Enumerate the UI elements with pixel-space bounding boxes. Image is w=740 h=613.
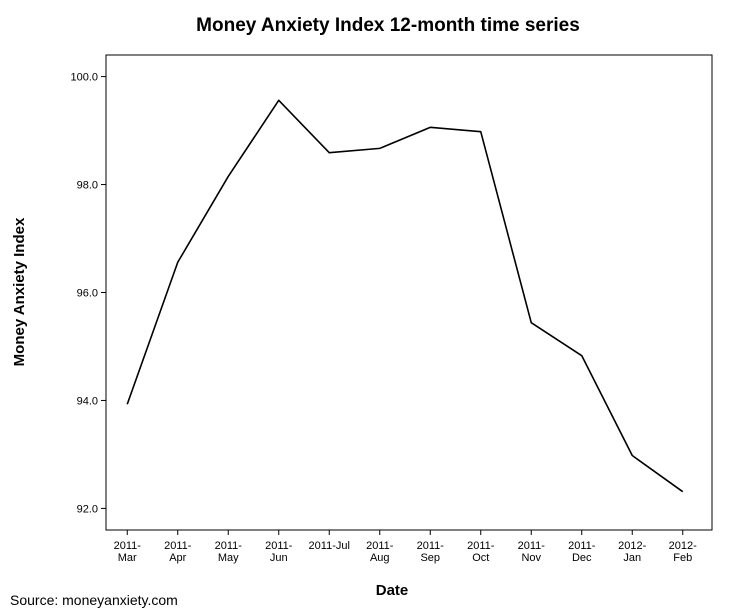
y-tick-label: 92.0 <box>77 503 98 515</box>
x-tick-label: 2011-Dec <box>568 540 596 564</box>
x-tick-label: 2011-Jul <box>309 540 350 552</box>
x-axis-title: Date <box>376 582 409 599</box>
source-note: Source: moneyanxiety.com <box>10 592 178 608</box>
x-tick-label: 2011-Oct <box>467 540 495 564</box>
x-tick-label: 2012-Jan <box>618 540 646 564</box>
x-tick-label: 2011-Nov <box>518 540 546 564</box>
y-tick-label: 96.0 <box>77 288 98 300</box>
x-tick-label: 2011-May <box>215 540 243 564</box>
x-tick-label: 2011-Sep <box>417 540 445 564</box>
x-tick-label: 2012-Feb <box>669 540 697 564</box>
x-tick-label: 2011-Mar <box>114 540 142 564</box>
y-tick-label: 100.0 <box>70 72 98 84</box>
chart-title: Money Anxiety Index 12-month time series <box>196 15 580 36</box>
x-tick-label: 2011-Apr <box>164 540 192 564</box>
y-tick-label: 94.0 <box>77 395 98 407</box>
plot-frame <box>105 54 713 531</box>
x-tick-label: 2011-Jun <box>265 540 293 564</box>
data-line <box>126 99 684 493</box>
y-axis-title: Money Anxiety Index <box>11 217 28 366</box>
y-tick-label: 98.0 <box>77 180 98 192</box>
x-tick-label: 2011-Aug <box>366 540 394 564</box>
